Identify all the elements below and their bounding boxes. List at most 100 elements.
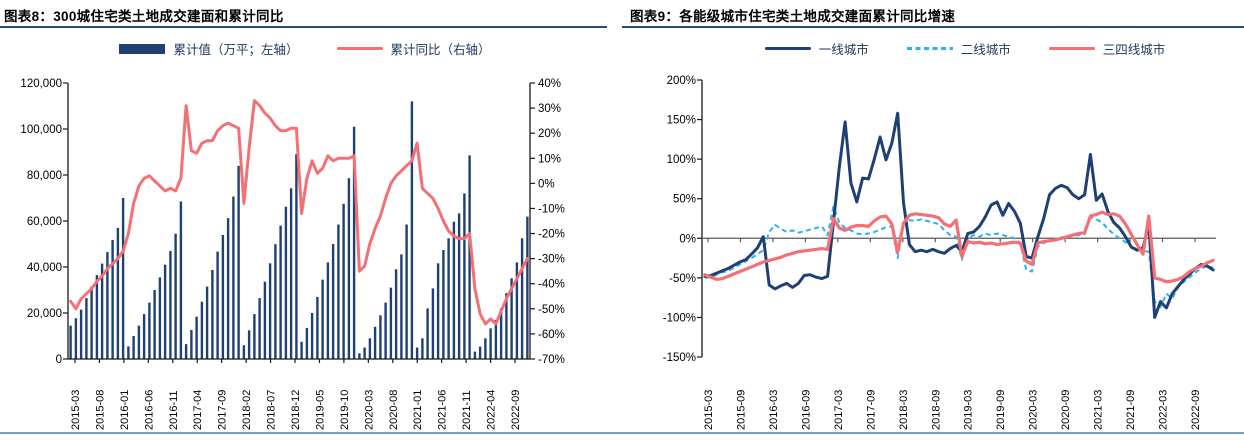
x-axis-tick-label: 2016-11 — [168, 390, 180, 430]
x-axis-tick-label: 2019-05 — [314, 390, 326, 430]
x-axis-tick-label: 2016-09 — [800, 390, 812, 430]
bar-cumulative-area — [158, 277, 162, 359]
secondary-y-axis-tick-label: -10% — [538, 203, 565, 215]
bar-cumulative-area — [368, 338, 372, 359]
x-axis-tick-label: 2018-03 — [898, 390, 910, 430]
x-axis-tick-label: 2015-03 — [703, 390, 715, 430]
x-axis-tick-label: 2015-08 — [94, 390, 106, 430]
y-axis-tick-label: 0% — [679, 233, 696, 245]
x-axis-tick-label: 2019-03 — [963, 390, 975, 430]
x-axis-tick-label: 2020-08 — [388, 390, 400, 430]
secondary-y-axis-tick-label: 30% — [538, 103, 561, 115]
bar-cumulative-area — [184, 344, 188, 359]
bar-cumulative-area — [226, 218, 230, 359]
secondary-y-axis-tick-label: -30% — [538, 254, 565, 266]
secondary-y-axis-tick-label: -50% — [538, 304, 565, 316]
x-axis-tick-label: 2018-12 — [290, 390, 302, 430]
bar-cumulative-area — [289, 188, 293, 359]
y-axis-tick-label: -100% — [663, 312, 696, 324]
bar-cumulative-area — [279, 225, 282, 359]
bar-cumulative-area — [326, 262, 330, 359]
y-axis-tick-label: 20,000 — [27, 308, 62, 320]
bar-cumulative-area — [205, 286, 209, 359]
red-line-swatch2-icon — [1048, 46, 1095, 51]
x-axis-tick-label: 2021-01 — [412, 390, 424, 430]
bar-cumulative-area — [379, 315, 382, 359]
bar-cumulative-area — [242, 345, 246, 359]
secondary-y-axis-tick-label: -20% — [538, 229, 565, 241]
bar-cumulative-area — [457, 213, 461, 359]
bar-cumulative-area — [431, 288, 435, 359]
bar-cumulative-area — [316, 296, 319, 359]
bar-cumulative-area — [352, 126, 356, 359]
y-axis-tick-label: 100,000 — [20, 124, 62, 136]
bar-cumulative-area — [258, 298, 261, 359]
bar-cumulative-area — [363, 347, 366, 359]
figure-8-legend: 累计值（万平；左轴） 累计同比（右轴） — [60, 39, 550, 58]
x-axis-tick-label: 2017-03 — [833, 390, 845, 430]
x-axis-tick-label: 2017-04 — [192, 390, 204, 430]
x-axis-tick-label: 2020-03 — [1028, 390, 1040, 430]
figure-8-title-rule — [0, 26, 607, 28]
x-axis-tick-label: 2016-01 — [119, 390, 131, 430]
bar-cumulative-area — [505, 293, 508, 359]
dashed-line-swatch-icon — [906, 47, 953, 50]
bar-cumulative-area — [153, 290, 156, 359]
bar-cumulative-area — [211, 270, 214, 359]
legend-item-yoy: 累计同比（右轴） — [336, 39, 491, 58]
secondary-y-axis-tick-label: 40% — [538, 78, 561, 90]
y-axis-tick-label: 40,000 — [27, 262, 62, 274]
bar-cumulative-area — [321, 279, 324, 359]
bar-cumulative-area — [100, 263, 104, 359]
bar-cumulative-area — [169, 250, 172, 359]
y-axis-tick-label: 120,000 — [20, 78, 62, 90]
bar-cumulative-area — [247, 330, 251, 360]
bar-cumulative-area — [515, 262, 519, 359]
tier34-line-series — [703, 210, 1215, 284]
bar-cumulative-area — [127, 346, 130, 359]
bar-cumulative-area — [494, 319, 498, 359]
bar-cumulative-area — [452, 221, 456, 359]
bar-cumulative-area — [90, 286, 93, 359]
bar-cumulative-area — [79, 309, 83, 359]
bar-cumulative-area — [510, 278, 513, 359]
secondary-y-axis-tick-label: -40% — [538, 279, 565, 291]
bar-cumulative-area — [216, 251, 219, 359]
bar-cumulative-area — [489, 328, 492, 359]
bar-cumulative-area — [106, 252, 109, 359]
y-axis-tick-label: 0 — [56, 354, 62, 366]
bar-cumulative-area — [163, 264, 167, 359]
secondary-y-axis-tick-label: -70% — [538, 354, 565, 366]
y-axis-tick-label: 80,000 — [27, 170, 62, 182]
bar-cumulative-area — [394, 269, 398, 359]
bar-cumulative-area — [499, 308, 503, 359]
tier1-line-series — [703, 111, 1215, 319]
secondary-y-axis-tick-label: 10% — [538, 153, 561, 165]
x-axis-tick-label: 2016-03 — [768, 390, 780, 430]
legend-label-yoy: 累计同比（右轴） — [390, 43, 491, 57]
bar-cumulative-area — [389, 287, 393, 359]
x-axis-tick-label: 2018-09 — [930, 390, 942, 430]
bar-cumulative-area — [484, 338, 487, 359]
navy-line-swatch-icon — [764, 46, 811, 51]
footer-rule — [0, 432, 1244, 434]
x-axis-tick-label: 2016-06 — [143, 390, 155, 430]
bar-cumulative-area — [468, 155, 471, 359]
bar-cumulative-area — [237, 165, 240, 359]
legend-item-tier2: 二线城市 — [906, 39, 1011, 58]
x-axis-tick-label: 2022-04 — [486, 390, 498, 430]
bar-cumulative-area — [520, 238, 524, 360]
x-axis-tick-label: 2020-03 — [363, 390, 375, 430]
y-axis-tick-label: 60,000 — [27, 216, 62, 228]
bar-cumulative-area — [116, 227, 120, 359]
bar-cumulative-area — [436, 263, 440, 359]
bar-cumulative-area — [232, 196, 235, 359]
bar-cumulative-area — [400, 254, 403, 359]
x-axis-tick-label: 2019-09 — [995, 390, 1007, 430]
secondary-y-axis-tick-label: -60% — [538, 329, 565, 341]
x-axis-tick-label: 2018-07 — [266, 390, 278, 430]
bar-cumulative-area — [174, 233, 177, 359]
bar-cumulative-area — [295, 154, 298, 359]
